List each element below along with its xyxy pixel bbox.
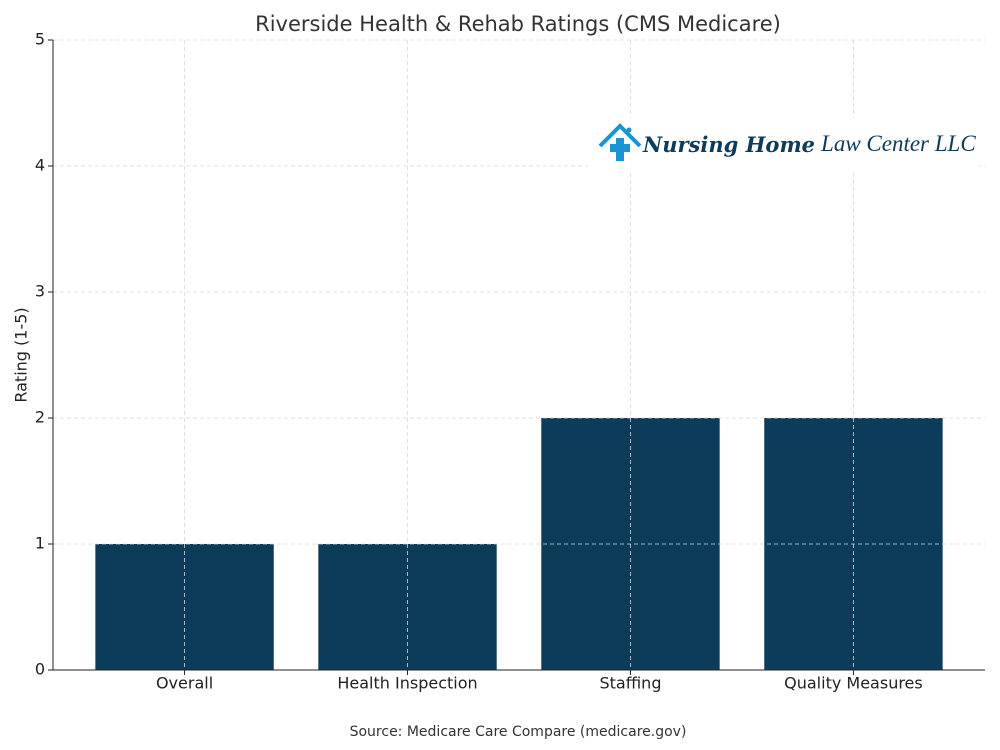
y-tick-label: 2 bbox=[35, 408, 45, 427]
y-tick-label: 4 bbox=[35, 156, 45, 175]
logo-background bbox=[588, 118, 978, 170]
logo-cross bbox=[610, 138, 630, 161]
x-tick-label: Overall bbox=[156, 674, 213, 693]
logo-bold: Nursing Home bbox=[642, 132, 815, 157]
chart-title: Riverside Health & Rehab Ratings (CMS Me… bbox=[255, 12, 781, 36]
logo-chimney bbox=[626, 127, 632, 133]
logo-roof bbox=[598, 123, 642, 148]
y-tick-label: 5 bbox=[35, 30, 45, 49]
y-tick-label: 0 bbox=[35, 660, 45, 679]
y-tick-label: 3 bbox=[35, 282, 45, 301]
x-tick-label: Health Inspection bbox=[337, 674, 477, 693]
x-tick-label: Quality Measures bbox=[784, 674, 923, 693]
plot-area: Overall Health Inspection Staffing Quality … bbox=[35, 30, 985, 693]
logo-light: Law Center LLC bbox=[820, 131, 976, 156]
logo: Nursing Home Law Center LLC bbox=[588, 118, 978, 170]
source-note: Source: Medicare Care Compare (medicare.… bbox=[350, 724, 687, 740]
logo-text: Nursing Home Law Center LLC bbox=[642, 131, 976, 156]
y-axis-label: Rating (1-5) bbox=[12, 307, 31, 402]
x-tick-label: Staffing bbox=[599, 674, 661, 693]
y-tick-label: 1 bbox=[35, 534, 45, 553]
